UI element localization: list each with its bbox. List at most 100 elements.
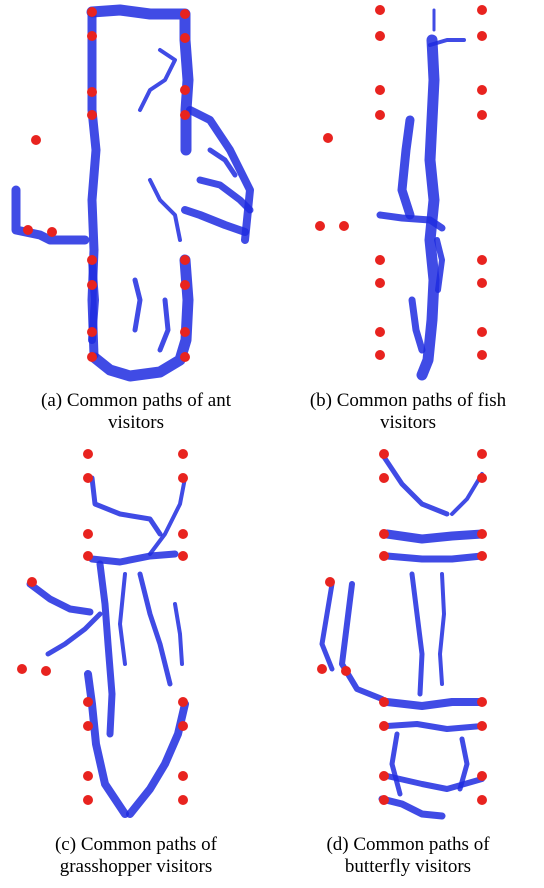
caption-c: (c) Common paths of grasshopper visitors	[0, 834, 272, 878]
sensor-marker	[477, 529, 487, 539]
sensor-marker	[375, 110, 385, 120]
sensor-marker	[17, 664, 27, 674]
sensor-marker	[83, 771, 93, 781]
path-segment	[416, 34, 440, 381]
caption-line: (a) Common paths of ant	[41, 390, 231, 411]
sensor-marker	[379, 529, 389, 539]
sensor-marker	[323, 133, 333, 143]
path-segment	[26, 580, 94, 616]
path-segment	[384, 721, 485, 732]
path-segment	[84, 670, 129, 818]
path-segment	[383, 552, 486, 563]
sensor-marker	[180, 9, 190, 19]
paths-layer	[11, 4, 254, 382]
path-segment	[408, 296, 426, 354]
panel-ant: (a) Common paths of ant visitors	[0, 0, 272, 444]
sensor-marker	[178, 551, 188, 561]
sensor-marker	[41, 666, 51, 676]
caption-line: (d) Common paths of	[326, 834, 490, 855]
sensor-marker	[477, 278, 487, 288]
sensor-marker	[178, 473, 188, 483]
path-segment	[434, 237, 445, 293]
sensor-marker	[27, 577, 37, 587]
panel-fish: (b) Common paths of fish visitors	[272, 0, 544, 444]
sensor-marker	[178, 771, 188, 781]
path-segment	[96, 560, 116, 738]
sensor-marker	[375, 85, 385, 95]
path-segment	[397, 115, 415, 220]
sensor-marker	[477, 110, 487, 120]
path-segment	[438, 572, 446, 686]
sensor-marker	[83, 721, 93, 731]
sensor-marker	[23, 225, 33, 235]
path-segment	[186, 106, 254, 244]
path-segment	[86, 4, 194, 156]
path-segment	[409, 571, 425, 697]
sensor-marker	[87, 280, 97, 290]
sensor-marker	[87, 87, 97, 97]
sensor-marker	[83, 473, 93, 483]
path-segment	[382, 529, 487, 544]
sensor-marker	[180, 110, 190, 120]
path-segment	[157, 297, 171, 353]
caption-line: butterfly visitors	[344, 856, 472, 877]
sensor-marker	[178, 697, 188, 707]
sensor-marker	[477, 85, 487, 95]
sensor-marker	[379, 449, 389, 459]
sensor-marker	[87, 255, 97, 265]
path-segment	[378, 795, 446, 820]
path-segment	[428, 38, 466, 47]
sensor-marker	[83, 795, 93, 805]
sensor-marker	[325, 577, 335, 587]
path-segment	[88, 550, 179, 566]
sensor-marker	[180, 85, 190, 95]
paths-layer	[319, 451, 487, 820]
sensor-marker	[375, 278, 385, 288]
path-segment	[132, 277, 143, 333]
sensor-marker	[477, 31, 487, 41]
sensor-marker	[379, 771, 389, 781]
sensor-marker	[87, 7, 97, 17]
path-segment	[89, 254, 194, 382]
fish-paths-plot	[315, 5, 487, 381]
paths-layer	[376, 8, 466, 381]
sensor-marker	[477, 551, 487, 561]
sensor-marker	[87, 31, 97, 41]
caption-line: (b) Common paths of fish	[309, 390, 507, 411]
sensor-marker	[180, 280, 190, 290]
sensor-marker	[83, 529, 93, 539]
path-segment	[339, 581, 385, 702]
caption-a: (a) Common paths of ant visitors	[0, 390, 272, 434]
path-segment	[11, 185, 90, 245]
caption-line: visitors	[108, 412, 164, 433]
sensor-marker	[315, 221, 325, 231]
path-segment	[88, 256, 99, 344]
sensor-marker	[180, 352, 190, 362]
panel-butterfly: (d) Common paths of butterfly visitors	[272, 444, 544, 888]
path-segment	[383, 698, 486, 710]
path-segment	[319, 581, 335, 672]
path-segment	[137, 571, 173, 687]
caption-b: (b) Common paths of fish visitors	[272, 390, 544, 434]
sensor-marker	[47, 227, 57, 237]
path-segment	[384, 773, 485, 792]
caption-line: visitors	[380, 412, 436, 433]
sensor-marker	[31, 135, 41, 145]
paths-layer	[26, 475, 189, 818]
path-segment	[450, 472, 484, 516]
sensor-marker	[477, 255, 487, 265]
sensor-marker	[180, 33, 190, 43]
path-segment	[126, 700, 189, 818]
sensor-marker	[379, 697, 389, 707]
sensor-marker	[180, 327, 190, 337]
sensor-marker	[375, 31, 385, 41]
sensor-marker	[180, 255, 190, 265]
path-segment	[148, 476, 187, 556]
sensor-marker	[379, 721, 389, 731]
sensor-marker	[87, 110, 97, 120]
sensor-marker	[477, 697, 487, 707]
sensor-marker	[477, 771, 487, 781]
path-segment	[376, 211, 446, 232]
path-segment	[89, 475, 163, 537]
caption-line: (c) Common paths of	[54, 834, 217, 855]
